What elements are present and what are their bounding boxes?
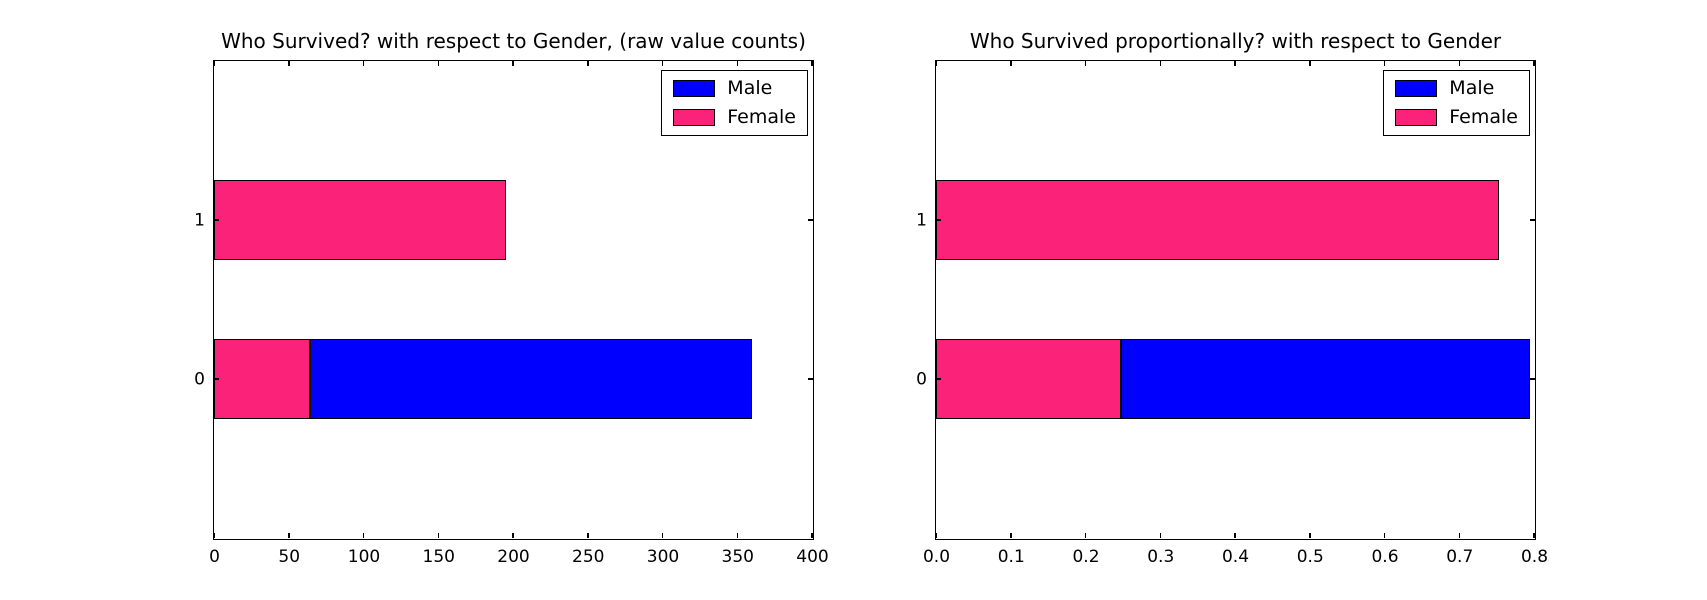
x-tick-top <box>661 61 664 66</box>
x-tick-label: 0.5 <box>1296 547 1324 567</box>
x-tick-label: 300 <box>646 547 680 567</box>
y-tick-left <box>936 219 941 221</box>
right-chart: Who Survived proportionally? with respec… <box>916 30 1548 567</box>
bar-male-y0 <box>309 339 753 419</box>
y-tick-right <box>1530 378 1535 380</box>
x-tick-top <box>1383 61 1386 66</box>
x-tick-bottom <box>1458 533 1460 538</box>
x-tick-label: 250 <box>572 547 605 567</box>
x-tick-top <box>362 61 365 66</box>
x-tick-bottom <box>362 533 365 538</box>
x-tick-top <box>512 61 514 66</box>
x-tick-bottom <box>736 533 738 538</box>
right-chart-title: Who Survived proportionally? with respec… <box>969 29 1502 53</box>
legend-label-male: Male <box>727 77 773 99</box>
right-plot-area: Male Female <box>935 60 1536 540</box>
x-tick-label: 0 <box>209 547 220 567</box>
left-plot-area: Male Female <box>213 60 814 540</box>
y-tick-left <box>936 378 941 380</box>
legend-label-female: Female <box>1449 105 1518 128</box>
x-tick-bottom <box>512 533 514 538</box>
y-tick-right <box>1530 219 1535 221</box>
legend-entry-male: Male <box>673 78 796 99</box>
x-tick-top <box>213 61 215 66</box>
legend-label-female: Female <box>727 105 796 128</box>
x-tick-label: 0.3 <box>1147 547 1175 567</box>
x-tick-label: 0.6 <box>1371 547 1399 567</box>
y-tick-right <box>808 219 813 221</box>
x-tick-label: 50 <box>278 547 301 567</box>
x-tick-bottom <box>213 533 215 538</box>
y-tick-label: 0 <box>194 369 205 389</box>
left-legend: Male Female <box>661 70 808 136</box>
x-tick-top <box>935 61 937 66</box>
y-tick-left <box>214 378 219 380</box>
x-tick-label: 0.7 <box>1446 547 1474 567</box>
x-tick-top <box>1533 61 1535 66</box>
x-tick-label: 0.8 <box>1520 547 1549 567</box>
x-tick-bottom <box>1010 533 1012 538</box>
x-tick-top <box>1084 61 1087 66</box>
y-tick-label: 1 <box>194 210 205 230</box>
y-tick-right <box>808 378 813 380</box>
y-tick-label: 0 <box>916 369 927 389</box>
legend-entry-female: Female <box>673 105 796 128</box>
x-tick-bottom <box>811 533 813 538</box>
bar-female-y0 <box>214 339 310 419</box>
left-chart-title: Who Survived? with respect to Gender, (r… <box>221 29 806 53</box>
x-tick-label: 0.4 <box>1221 547 1250 567</box>
right-legend: Male Female <box>1383 70 1530 136</box>
x-tick-top <box>1159 61 1161 66</box>
x-tick-bottom <box>1084 533 1087 538</box>
x-tick-top <box>1458 61 1460 66</box>
legend-label-male: Male <box>1449 77 1495 99</box>
x-tick-top <box>437 61 439 66</box>
legend-swatch-female <box>1395 108 1438 126</box>
x-tick-bottom <box>935 533 937 538</box>
x-tick-bottom <box>1533 533 1535 538</box>
x-tick-label: 400 <box>796 547 829 567</box>
x-tick-bottom <box>1383 533 1386 538</box>
x-tick-bottom <box>1159 533 1161 538</box>
legend-swatch-male <box>673 79 716 97</box>
x-tick-label: 0.1 <box>997 547 1025 567</box>
legend-entry-male: Male <box>1395 78 1518 99</box>
legend-swatch-male <box>1395 79 1438 97</box>
x-tick-top <box>811 61 813 66</box>
x-tick-label: 0.2 <box>1072 547 1100 567</box>
x-tick-label: 150 <box>422 547 455 567</box>
x-tick-bottom <box>1234 533 1236 538</box>
y-tick-left <box>214 219 219 221</box>
legend-swatch-female <box>673 108 716 126</box>
x-tick-bottom <box>587 533 589 538</box>
x-tick-top <box>1234 61 1236 66</box>
y-tick-label: 1 <box>916 210 927 230</box>
x-tick-top <box>288 61 290 66</box>
bar-female-y1 <box>214 180 506 260</box>
x-tick-bottom <box>1309 533 1311 538</box>
bar-male-y0 <box>1120 339 1531 419</box>
legend-entry-female: Female <box>1395 105 1518 128</box>
x-tick-label: 100 <box>347 547 381 567</box>
x-tick-top <box>736 61 738 66</box>
x-tick-bottom <box>437 533 439 538</box>
x-tick-label: 0.0 <box>922 547 951 567</box>
x-tick-label: 350 <box>721 547 754 567</box>
x-tick-top <box>1309 61 1311 66</box>
x-tick-bottom <box>288 533 290 538</box>
x-tick-label: 200 <box>497 547 530 567</box>
x-tick-top <box>1010 61 1012 66</box>
bar-female-y0 <box>936 339 1121 419</box>
left-chart: Who Survived? with respect to Gender, (r… <box>194 30 829 567</box>
x-tick-top <box>587 61 589 66</box>
x-tick-bottom <box>661 533 664 538</box>
bar-female-y1 <box>936 180 1499 260</box>
